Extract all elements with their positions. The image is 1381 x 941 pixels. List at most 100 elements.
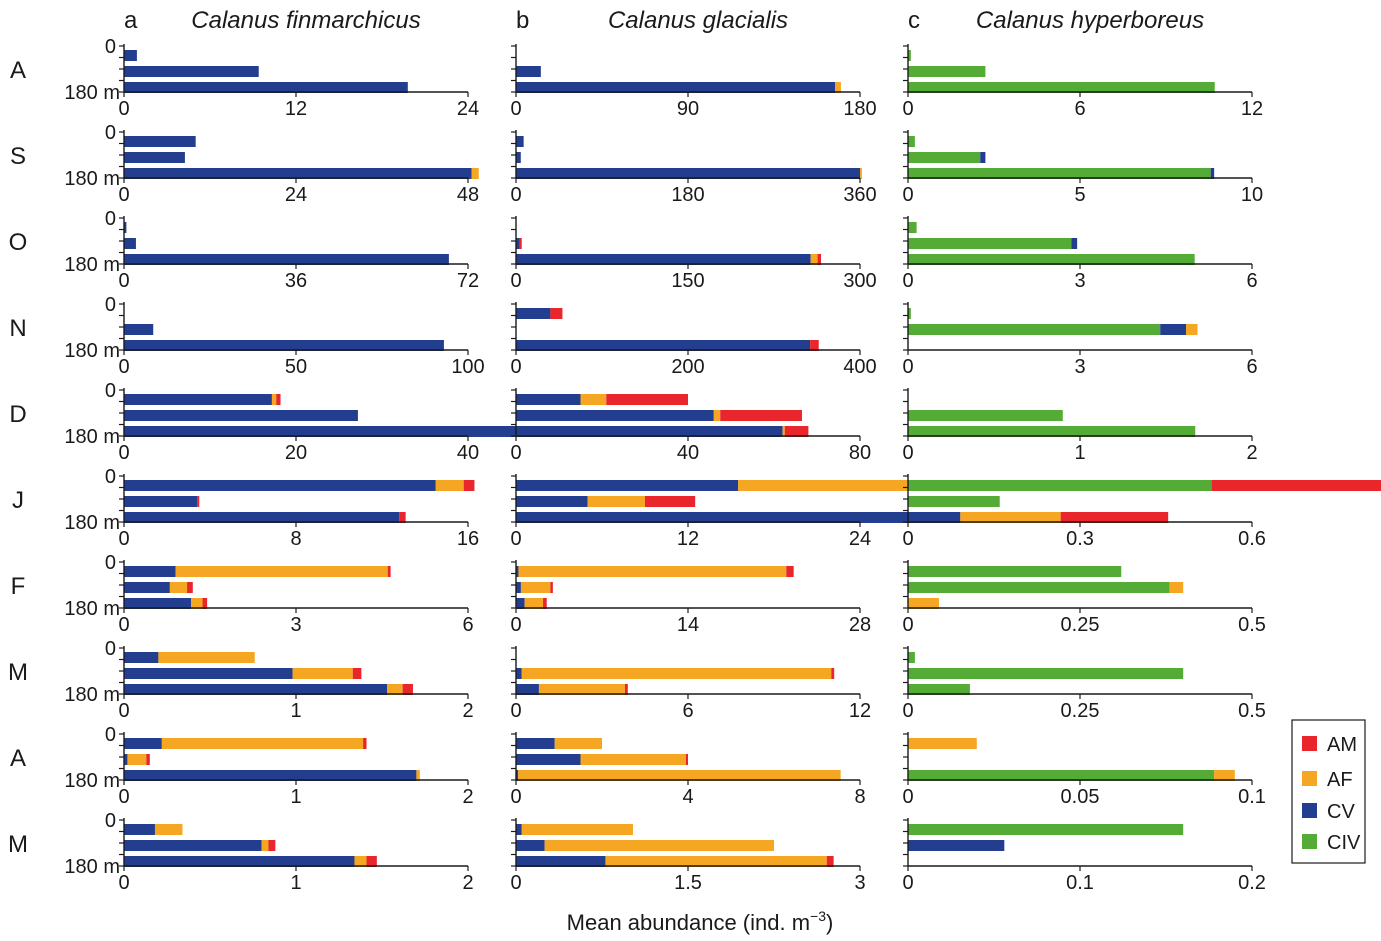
bar-a-1-0-cv xyxy=(124,136,196,147)
x-tick-label-c-8-0: 0 xyxy=(902,786,913,808)
bar-c-3-1-cv xyxy=(1160,324,1186,335)
bar-a-3-1-cv xyxy=(124,324,153,335)
x-tick-label-b-0-1: 90 xyxy=(677,98,699,120)
x-tick-label-b-7-2: 12 xyxy=(849,700,871,722)
plot-c-8: 0 0.05 0.1 xyxy=(902,732,1265,808)
bar-c-7-0-civ xyxy=(908,652,915,663)
plot-c-6: 0 0.25 0.5 xyxy=(902,560,1265,636)
bar-a-4-1-cv xyxy=(124,410,358,421)
x-tick-label-b-1-0: 0 xyxy=(510,184,521,206)
x-tick-label-c-9-1: 0.1 xyxy=(1066,872,1094,894)
bar-c-4-1-civ xyxy=(908,410,1063,421)
depth-label-bottom-5: 180 m xyxy=(64,512,120,534)
plot-a-0: 0 12 240180 m xyxy=(64,36,479,120)
bar-b-5-0-am xyxy=(1183,480,1381,491)
x-tick-label-a-4-1: 20 xyxy=(285,442,307,464)
bar-c-1-0-civ xyxy=(908,136,915,147)
x-tick-label-b-7-1: 6 xyxy=(682,700,693,722)
x-tick-label-b-1-2: 360 xyxy=(843,184,876,206)
x-tick-label-b-9-0: 0 xyxy=(510,872,521,894)
bar-c-0-1-civ xyxy=(908,66,985,77)
bar-b-0-1-cv xyxy=(516,66,541,77)
bar-b-1-0-cv xyxy=(516,136,524,147)
bar-a-9-1-cv xyxy=(124,840,262,851)
x-tick-label-c-7-0: 0 xyxy=(902,700,913,722)
month-label-0: A xyxy=(10,57,26,84)
bar-b-6-1-af xyxy=(521,582,550,593)
bar-a-6-1-am xyxy=(187,582,193,593)
depth-label-bottom-1: 180 m xyxy=(64,168,120,190)
bar-a-4-0-am xyxy=(276,394,280,405)
x-tick-label-c-1-1: 5 xyxy=(1074,184,1085,206)
month-label-8: A xyxy=(10,745,26,772)
bar-b-4-0-cv xyxy=(516,394,581,405)
plot-a-7: 0 1 20180 m xyxy=(64,638,473,722)
plot-b-4: 0 40 80 xyxy=(510,388,871,464)
bar-a-0-1-cv xyxy=(124,66,259,77)
bar-b-6-1-am xyxy=(550,582,552,593)
bar-c-5-1-civ xyxy=(908,496,1000,507)
x-tick-label-b-3-1: 200 xyxy=(671,356,704,378)
x-tick-label-b-4-0: 0 xyxy=(510,442,521,464)
x-tick-label-c-6-0: 0 xyxy=(902,614,913,636)
bar-b-8-0-cv xyxy=(516,738,555,749)
bar-c-9-0-civ xyxy=(908,824,1183,835)
depth-label-top-5: 0 xyxy=(105,466,116,488)
month-labels: A S O N D J F M A M xyxy=(8,57,28,858)
month-label-4: D xyxy=(9,401,26,428)
x-tick-label-a-6-0: 0 xyxy=(118,614,129,636)
x-tick-label-a-5-1: 8 xyxy=(290,528,301,550)
x-tick-label-a-0-0: 0 xyxy=(118,98,129,120)
plot-b-0: 0 90 180 xyxy=(510,44,876,120)
depth-label-top-6: 0 xyxy=(105,552,116,574)
bar-b-4-1-af xyxy=(714,410,720,421)
plot-c-3: 0 3 6 xyxy=(902,302,1257,378)
plot-b-8: 048 xyxy=(510,732,865,808)
x-tick-label-a-3-0: 0 xyxy=(118,356,129,378)
x-tick-label-a-6-1: 3 xyxy=(290,614,301,636)
x-tick-label-c-0-2: 12 xyxy=(1241,98,1263,120)
bar-a-5-0-am xyxy=(464,480,475,491)
plot-a-5: 0 8 160180 m xyxy=(64,466,479,550)
bar-b-3-0-cv xyxy=(516,308,550,319)
legend-label-civ: CIV xyxy=(1327,832,1361,854)
month-label-7: M xyxy=(8,659,28,686)
x-tick-label-a-0-2: 24 xyxy=(457,98,479,120)
bar-b-9-0-cv xyxy=(516,824,522,835)
depth-label-top-3: 0 xyxy=(105,294,116,316)
bar-c-3-1-af xyxy=(1186,324,1197,335)
bar-a-0-0-cv xyxy=(124,50,137,61)
bar-a-1-2-af xyxy=(472,168,479,179)
legend-swatch-civ xyxy=(1302,834,1317,849)
x-tick-label-c-1-2: 10 xyxy=(1241,184,1263,206)
plot-c-4: 012 xyxy=(902,388,1257,464)
depth-label-bottom-6: 180 m xyxy=(64,598,120,620)
legend-swatch-am xyxy=(1302,736,1317,751)
bar-b-8-1-am xyxy=(686,754,688,765)
x-tick-label-c-2-2: 6 xyxy=(1246,270,1257,292)
plot-b-9: 0 1.5 3 xyxy=(510,818,865,894)
bar-c-1-1-civ xyxy=(908,152,980,163)
panel-letter-c: c xyxy=(908,7,920,34)
bar-a-7-1-af xyxy=(293,668,353,679)
x-tick-label-c-5-2: 0.6 xyxy=(1238,528,1266,550)
depth-label-top-7: 0 xyxy=(105,638,116,660)
depth-label-bottom-4: 180 m xyxy=(64,426,120,448)
bar-c-3-1-civ xyxy=(908,324,1160,335)
bar-a-5-0-cv xyxy=(124,480,436,491)
bar-a-6-0-am xyxy=(388,566,391,577)
bar-a-2-1-cv xyxy=(124,238,136,249)
bar-a-9-0-af xyxy=(155,824,183,835)
x-axis-label-main: Mean abundance (ind. m xyxy=(567,910,810,935)
x-tick-label-c-5-0: 0 xyxy=(902,528,913,550)
bar-a-7-0-af xyxy=(158,652,254,663)
bar-a-5-1-cv xyxy=(124,496,197,507)
bar-a-4-0-cv xyxy=(124,394,272,405)
panel-a: 0 12 240180 m0 24 480180 m0 36 720180 m0 50 1000… xyxy=(64,36,704,894)
plot-c-1: 0 5 10 xyxy=(902,130,1263,206)
legend: AM AF CV CIV xyxy=(1292,720,1365,863)
bar-c-1-1-cv xyxy=(980,152,985,163)
bar-c-6-0-civ xyxy=(908,566,1121,577)
